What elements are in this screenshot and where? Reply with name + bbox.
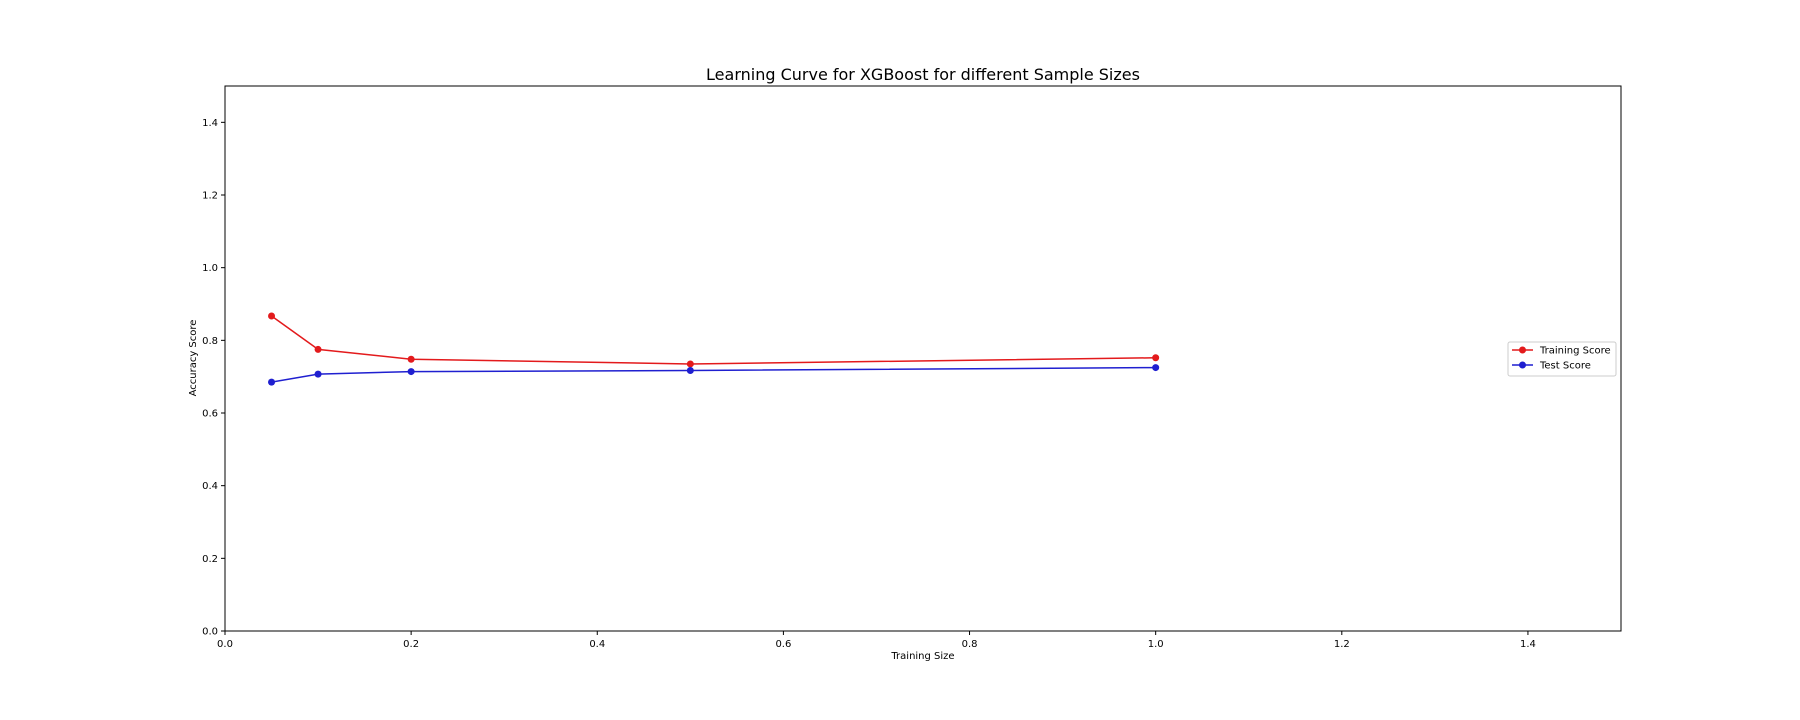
x-tick-label: 0.8 [962, 639, 978, 650]
x-tick-label: 1.4 [1520, 639, 1536, 650]
y-axis: 0.0 0.2 0.4 0.6 0.8 1.0 1.2 1.4 [202, 118, 225, 638]
data-point [1152, 354, 1160, 362]
data-point [686, 366, 694, 374]
data-point [407, 368, 415, 376]
legend-label: Training Score [1539, 346, 1611, 357]
x-tick-label: 0.2 [403, 639, 419, 650]
plot-frame [224, 85, 1622, 632]
y-tick-label: 0.2 [202, 554, 218, 565]
data-point [268, 378, 276, 386]
series-line-1 [271, 366, 1156, 383]
x-tick-label: 0.0 [217, 639, 233, 650]
x-tick-label: 0.4 [589, 639, 605, 650]
chart-title: Learning Curve for XGBoost for different… [706, 65, 1140, 84]
y-tick-label: 0.8 [202, 336, 218, 347]
data-point [407, 355, 415, 363]
x-axis-label: Training Size [890, 651, 954, 662]
legend-marker [1519, 346, 1526, 354]
y-tick-label: 1.0 [202, 263, 218, 274]
legend-label: Test Score [1539, 361, 1591, 372]
data-point [268, 312, 276, 320]
data-point [314, 345, 322, 353]
data-point [686, 360, 694, 368]
legend-box [1507, 341, 1617, 377]
legend-marker [1519, 361, 1526, 369]
x-tick-label: 0.6 [775, 639, 791, 650]
series-layer [268, 312, 1160, 386]
y-tick-label: 0.6 [202, 409, 218, 420]
x-axis: 0.0 0.2 0.4 0.6 0.8 1.0 1.2 1.4 [217, 631, 1536, 650]
data-point [1152, 364, 1160, 372]
y-tick-label: 1.2 [202, 191, 218, 202]
data-point [314, 370, 322, 378]
y-tick-label: 1.4 [202, 118, 218, 129]
y-tick-label: 0.0 [202, 627, 218, 638]
legend: Training Score Test Score [1507, 341, 1617, 377]
x-tick-label: 1.2 [1334, 639, 1350, 650]
y-axis-label: Accuracy Score [188, 320, 199, 397]
series-line-0 [271, 315, 1156, 365]
x-tick-label: 1.0 [1148, 639, 1164, 650]
y-tick-label: 0.4 [202, 481, 218, 492]
